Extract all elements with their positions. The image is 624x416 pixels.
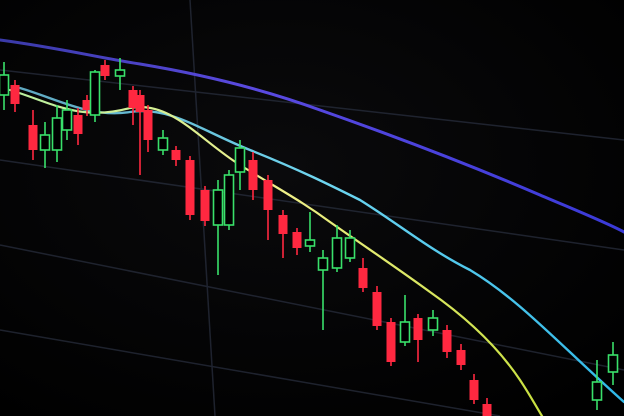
candle bbox=[317, 250, 329, 330]
moving-average-line bbox=[0, 38, 624, 234]
candle-body bbox=[200, 190, 210, 221]
candle-body bbox=[157, 137, 169, 151]
candle-body bbox=[482, 404, 492, 416]
candle bbox=[51, 105, 63, 162]
candle-body bbox=[591, 381, 603, 401]
candle-body bbox=[185, 160, 195, 215]
candle bbox=[331, 225, 343, 272]
candle bbox=[399, 295, 411, 346]
candle bbox=[292, 228, 302, 255]
candle-body bbox=[372, 292, 382, 326]
candle bbox=[143, 105, 153, 152]
moving-average-line bbox=[8, 88, 544, 416]
candle-body bbox=[304, 239, 316, 247]
candle-body bbox=[39, 134, 51, 151]
candle bbox=[39, 122, 51, 168]
candle-body bbox=[317, 257, 329, 271]
candle-body bbox=[10, 85, 20, 104]
candle bbox=[100, 60, 110, 80]
candle-body bbox=[114, 69, 126, 77]
candle-body bbox=[469, 380, 479, 400]
candle bbox=[212, 180, 224, 275]
candle bbox=[0, 62, 10, 110]
candle bbox=[263, 175, 273, 240]
candle bbox=[278, 210, 288, 258]
moving-averages bbox=[0, 38, 624, 416]
candle bbox=[82, 95, 92, 116]
candle bbox=[413, 314, 423, 362]
candle-body bbox=[100, 65, 110, 76]
candle bbox=[427, 310, 439, 336]
candle-body bbox=[263, 180, 273, 210]
candle bbox=[386, 318, 396, 366]
candle bbox=[591, 360, 603, 410]
candle bbox=[344, 230, 356, 262]
candle-body bbox=[89, 71, 101, 116]
candle-body bbox=[234, 147, 246, 173]
candle bbox=[10, 80, 20, 112]
candle bbox=[171, 146, 181, 166]
candle-body bbox=[386, 322, 396, 362]
candle bbox=[442, 325, 452, 358]
candle bbox=[469, 374, 479, 404]
grid-line bbox=[0, 69, 624, 141]
candle-body bbox=[292, 232, 302, 248]
candle bbox=[304, 212, 316, 252]
candle bbox=[89, 70, 101, 122]
candle-body bbox=[358, 268, 368, 288]
candle bbox=[157, 130, 169, 155]
candle bbox=[128, 86, 138, 125]
candle bbox=[456, 344, 466, 370]
candle bbox=[185, 156, 195, 220]
grid-line bbox=[0, 329, 501, 416]
candle-body bbox=[456, 350, 466, 365]
candle-body bbox=[73, 115, 83, 134]
candle-body bbox=[51, 117, 63, 151]
candle-body bbox=[135, 95, 145, 112]
candle-body bbox=[427, 317, 439, 331]
candle-body bbox=[607, 354, 619, 373]
candle-body bbox=[344, 237, 356, 259]
candle-body bbox=[0, 74, 10, 96]
candle bbox=[234, 140, 246, 190]
candle-body bbox=[223, 174, 235, 226]
candle bbox=[135, 90, 145, 175]
candle-body bbox=[442, 330, 452, 352]
candle-body bbox=[61, 109, 73, 131]
candle bbox=[223, 170, 235, 230]
candle bbox=[28, 110, 38, 160]
candle-body bbox=[143, 110, 153, 140]
candle bbox=[114, 58, 126, 90]
candle-body bbox=[212, 189, 224, 226]
candle-body bbox=[28, 125, 38, 150]
candle-body bbox=[331, 237, 343, 269]
candle bbox=[372, 286, 382, 330]
candle bbox=[248, 152, 258, 200]
grid-line bbox=[0, 159, 624, 251]
candle-body bbox=[413, 318, 423, 340]
moving-average-line bbox=[18, 86, 624, 404]
candle-body bbox=[248, 160, 258, 190]
candle bbox=[73, 108, 83, 145]
candle-body bbox=[399, 321, 411, 343]
candle-body bbox=[171, 150, 181, 160]
candle-body bbox=[82, 100, 92, 110]
candle bbox=[607, 342, 619, 385]
candle bbox=[61, 100, 73, 140]
candle bbox=[482, 398, 492, 416]
grid-line bbox=[0, 244, 624, 371]
candle bbox=[200, 186, 210, 226]
candle-body bbox=[278, 215, 288, 234]
candle-body bbox=[128, 90, 138, 108]
candle bbox=[358, 258, 368, 292]
candles bbox=[0, 58, 619, 416]
